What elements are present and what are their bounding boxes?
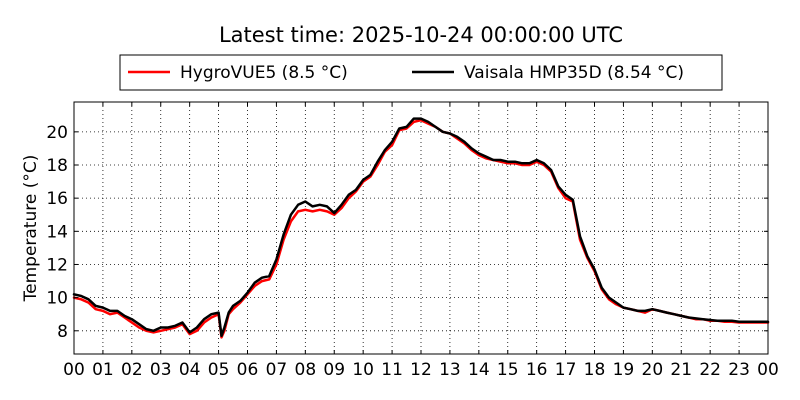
x-tick-label: 19 bbox=[613, 360, 635, 380]
x-tick-label: 15 bbox=[497, 360, 519, 380]
legend-label-hygrovue5: HygroVUE5 (8.5 °C) bbox=[180, 63, 348, 83]
x-tick-label: 02 bbox=[121, 360, 143, 380]
y-tick-label: 18 bbox=[46, 156, 68, 176]
x-tick-label: 22 bbox=[699, 360, 721, 380]
y-tick-label: 8 bbox=[57, 322, 68, 342]
x-tick-label: 08 bbox=[295, 360, 317, 380]
x-tick-label: 14 bbox=[468, 360, 490, 380]
x-tick-label: 05 bbox=[208, 360, 230, 380]
x-tick-label: 06 bbox=[237, 360, 259, 380]
x-tick-label: 21 bbox=[670, 360, 692, 380]
x-tick-label: 00 bbox=[63, 360, 85, 380]
x-tick-label: 04 bbox=[179, 360, 201, 380]
plot-frame bbox=[73, 101, 769, 355]
x-tick-label: 00 bbox=[757, 360, 779, 380]
x-tick-label: 17 bbox=[555, 360, 577, 380]
series-line-hygrovue5 bbox=[72, 118, 770, 339]
series-lines bbox=[72, 117, 770, 339]
y-tick-label: 12 bbox=[46, 255, 68, 275]
series-line-vaisala bbox=[72, 117, 770, 338]
x-tick-label: 23 bbox=[728, 360, 750, 380]
x-tick-label: 09 bbox=[323, 360, 345, 380]
y-tick-label: 14 bbox=[46, 222, 68, 242]
y-tick-label: 10 bbox=[46, 289, 68, 309]
y-axis-label: Temperature (°C) bbox=[21, 155, 41, 303]
x-tick-label: 01 bbox=[92, 360, 114, 380]
y-tick-label: 20 bbox=[46, 123, 68, 143]
x-tick-label: 18 bbox=[584, 360, 606, 380]
x-tick-label: 13 bbox=[439, 360, 461, 380]
x-tick-label: 10 bbox=[352, 360, 374, 380]
x-tick-label: 12 bbox=[410, 360, 432, 380]
x-tick-label: 20 bbox=[642, 360, 664, 380]
legend: HygroVUE5 (8.5 °C) Vaisala HMP35D (8.54 … bbox=[119, 54, 723, 91]
x-tick-label: 07 bbox=[266, 360, 288, 380]
grid bbox=[74, 102, 768, 354]
x-tick-label: 03 bbox=[150, 360, 172, 380]
axis-ticks: 00 01 02 03 04 05 06 07 08 09 10 11 12 13 14 15 16 17 18 19… bbox=[46, 102, 779, 380]
chart-title: Latest time: 2025-10-24 00:00:00 UTC bbox=[219, 23, 623, 47]
legend-label-vaisala: Vaisala HMP35D (8.54 °C) bbox=[464, 63, 684, 83]
x-tick-label: 11 bbox=[381, 360, 403, 380]
y-tick-label: 16 bbox=[46, 189, 68, 209]
x-tick-label: 16 bbox=[526, 360, 548, 380]
